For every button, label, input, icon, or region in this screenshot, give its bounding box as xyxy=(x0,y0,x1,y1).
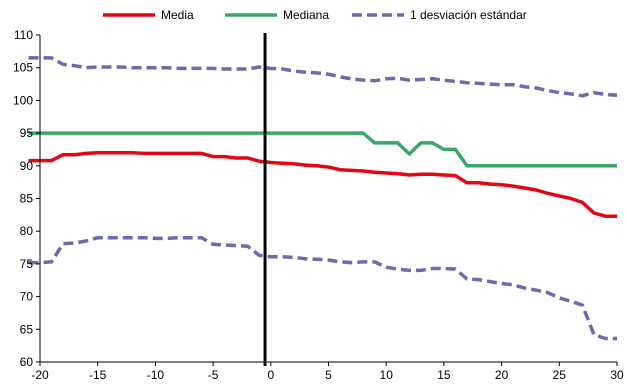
x-tick-label: 25 xyxy=(553,368,567,382)
x-tick-label: -15 xyxy=(89,368,107,382)
y-tick-label: 95 xyxy=(20,126,34,140)
series-mediana-line xyxy=(28,131,617,168)
y-tick-label: 80 xyxy=(20,224,34,238)
legend-media-label: Media xyxy=(161,8,194,22)
x-tick-label: 30 xyxy=(610,368,624,382)
x-tick-label: -5 xyxy=(208,368,219,382)
y-tick-label: 70 xyxy=(20,290,34,304)
x-tick-label: 15 xyxy=(437,368,451,382)
x-tick-label: 5 xyxy=(325,368,332,382)
legend-std-label: 1 desviación estándar xyxy=(410,8,527,22)
series-std-upper-line xyxy=(28,56,618,98)
x-tick-label: -10 xyxy=(147,368,165,382)
y-tick-label: 60 xyxy=(20,355,34,369)
x-tick-label: -20 xyxy=(31,368,49,382)
y-tick-label: 100 xyxy=(13,93,33,107)
y-tick-label: 110 xyxy=(14,28,33,42)
x-tick-label: 20 xyxy=(495,368,509,382)
series-media-line xyxy=(28,150,617,218)
y-tick-label: 65 xyxy=(20,322,34,336)
series-layer xyxy=(28,56,618,341)
x-tick-label: 10 xyxy=(380,368,394,382)
legend-mediana-label: Mediana xyxy=(283,8,329,22)
y-tick-label: 75 xyxy=(20,257,34,271)
y-tick-label: 90 xyxy=(20,159,34,173)
legend: Media Mediana 1 desviación estándar xyxy=(103,8,527,22)
series-std-lower-line xyxy=(28,235,617,341)
y-tick-label: 85 xyxy=(20,192,34,206)
axes: 60 65 70 75 80 85 90 95 100 105 110 -20 -15 -10 -5 0 5 10… xyxy=(13,28,624,382)
y-tick-label: 105 xyxy=(13,61,33,75)
x-tick-label: 0 xyxy=(267,368,274,382)
